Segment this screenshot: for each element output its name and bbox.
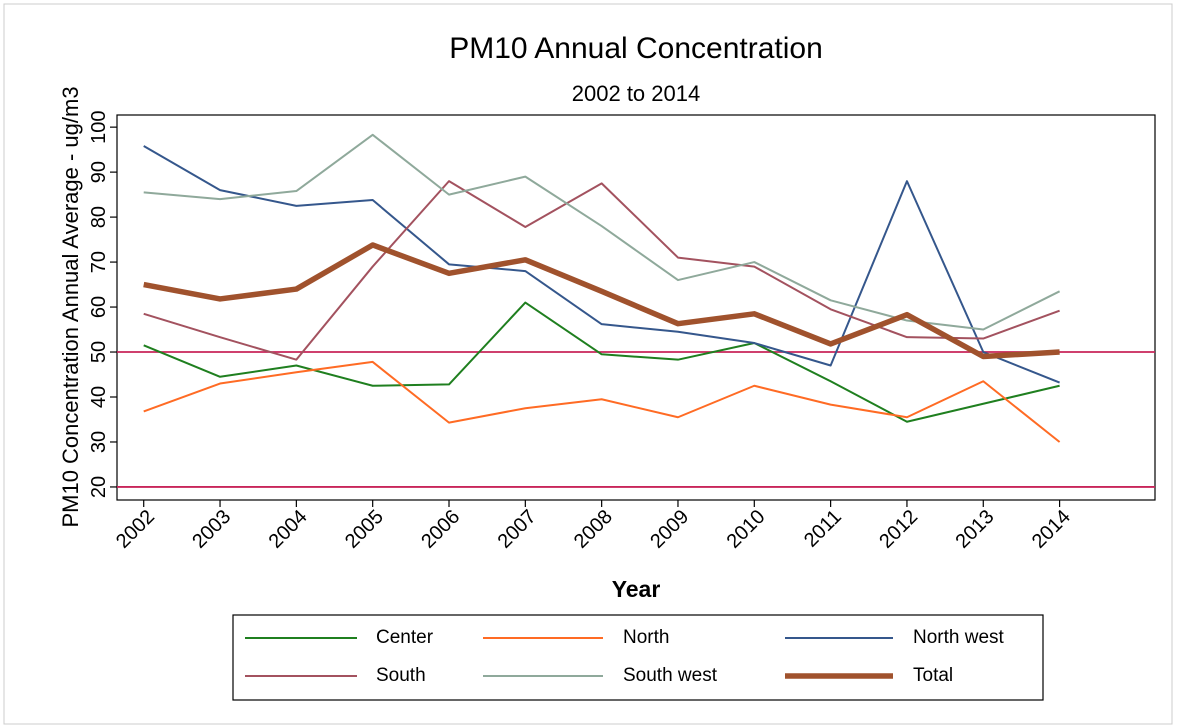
- y-tick-label: 80: [88, 206, 110, 228]
- x-tick-label: 2012: [875, 506, 922, 553]
- legend-label: North: [623, 627, 669, 648]
- x-tick-label: 2003: [188, 506, 235, 553]
- y-tick-label: 20: [88, 476, 110, 498]
- series-line: [143, 180, 1060, 361]
- legend-label: Total: [913, 665, 953, 686]
- y-tick-label: 50: [88, 341, 110, 363]
- legend-label: Center: [376, 627, 434, 648]
- y-tick-label: 100: [88, 110, 110, 143]
- x-tick-label: 2013: [952, 506, 999, 553]
- x-tick-label: 2002: [112, 506, 159, 553]
- x-tick-label: 2007: [494, 506, 541, 553]
- y-axis-label: PM10 Concentration Annual Average - ug/m…: [58, 86, 83, 527]
- y-tick-label: 30: [88, 431, 110, 453]
- series-line: [143, 301, 1060, 423]
- x-tick-label: 2009: [646, 506, 693, 553]
- series-line: [143, 360, 1061, 443]
- y-tick-label: 40: [88, 386, 110, 408]
- x-tick-label: 2011: [800, 506, 846, 552]
- x-tick-label: 2005: [341, 506, 388, 553]
- series-line: [143, 133, 1061, 331]
- series-line: [143, 145, 1060, 384]
- y-tick-label: 70: [88, 251, 110, 273]
- chart-title: PM10 Annual Concentration: [449, 32, 823, 65]
- x-tick-label: 2006: [417, 506, 464, 553]
- chart-subtitle: 2002 to 2014: [572, 81, 700, 106]
- chart-frame: [3, 3, 1173, 725]
- x-tick-label: 2010: [723, 506, 770, 553]
- y-tick-label: 90: [88, 161, 110, 183]
- series-line: [143, 242, 1060, 360]
- x-axis-label: Year: [612, 576, 661, 602]
- x-tick-label: 2004: [265, 506, 312, 553]
- y-tick-label: 60: [88, 296, 110, 318]
- legend-frame: [232, 614, 1044, 701]
- x-tick-label: 2008: [570, 506, 617, 553]
- x-tick-label: 2014: [1028, 506, 1075, 553]
- legend-label: North west: [913, 627, 1005, 648]
- legend-label: South west: [623, 665, 718, 686]
- legend-label: South: [376, 665, 426, 686]
